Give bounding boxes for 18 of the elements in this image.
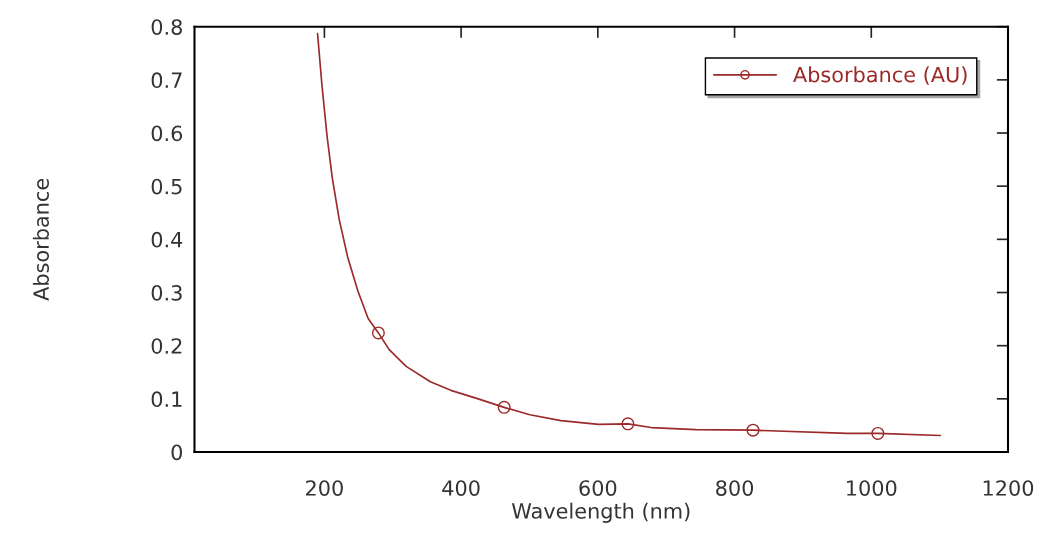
x-tick-label: 400	[442, 480, 480, 496]
y-tick-label: 0.1	[151, 391, 182, 408]
legend-label: Absorbance (AU)	[793, 66, 967, 85]
y-tick-label: 0.4	[151, 231, 183, 248]
y-tick-label: 0.3	[151, 284, 182, 301]
x-tick-label: 1200	[983, 480, 1034, 496]
y-tick-label: 0.5	[151, 178, 182, 195]
x-axis-title: Wavelength (nm)	[511, 502, 690, 523]
x-tick-label: 800	[716, 480, 754, 496]
y-tick-label: 0.6	[151, 125, 183, 142]
y-tick-label: 0.2	[151, 338, 182, 354]
x-tick-label: 200	[306, 480, 343, 496]
y-tick-label: 0	[171, 444, 183, 461]
y-tick-label: 0.7	[151, 72, 182, 89]
x-tick-label: 1000	[847, 480, 897, 496]
x-tick-label: 600	[579, 480, 617, 496]
y-axis-title: Absorbance	[32, 178, 49, 301]
y-tick-label: 0.8	[151, 19, 182, 35]
